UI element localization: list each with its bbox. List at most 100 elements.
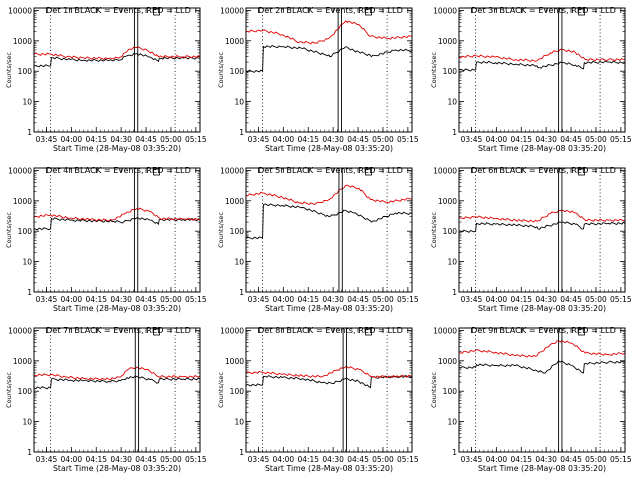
time-interval-box xyxy=(134,327,140,453)
small-square-marker xyxy=(153,328,160,336)
x-axis-label: Start Time (28-May-08 03:35:20) xyxy=(265,144,393,153)
x-tick-label: 04:00 xyxy=(486,295,508,304)
y-tick-label: 1 xyxy=(27,128,32,137)
lld-series-line xyxy=(458,340,626,358)
x-tick-label: 04:30 xyxy=(322,295,344,304)
y-tick-label: 10000 xyxy=(433,166,457,175)
x-tick-label: 05:00 xyxy=(160,295,182,304)
y-axis-label: Counts/sec xyxy=(430,372,438,408)
x-tick-label: 04:00 xyxy=(273,455,295,464)
y-tick-label: 1 xyxy=(239,128,244,137)
time-interval-box xyxy=(338,167,343,293)
y-tick-label: 1000 xyxy=(225,37,244,46)
y-tick-label: 100 xyxy=(230,387,245,396)
x-tick-label: 03:45 xyxy=(461,135,483,144)
lld-series-line xyxy=(458,48,626,63)
small-square-marker xyxy=(578,168,585,176)
y-tick-label: 100 xyxy=(230,67,245,76)
time-interval-box xyxy=(342,327,347,453)
x-tick-label: 04:45 xyxy=(560,135,582,144)
y-tick-label: 1000 xyxy=(225,357,244,366)
y-axis-label: Counts/sec xyxy=(217,212,225,248)
events-series-line xyxy=(245,44,413,73)
x-tick-label: 05:15 xyxy=(397,135,419,144)
x-tick-label: 04:30 xyxy=(110,295,132,304)
panel-title: Det 8r BLACK = Events, RED = LLD xyxy=(258,325,403,335)
x-tick-label: 04:15 xyxy=(85,295,107,304)
y-axis-label: Counts/sec xyxy=(5,52,13,88)
small-square-marker xyxy=(153,8,160,16)
x-tick-label: 04:45 xyxy=(135,455,157,464)
plot-frame xyxy=(458,167,626,293)
events-series-line xyxy=(458,60,626,72)
panel-title: Det 4r BLACK = Events, RED = LLD xyxy=(46,165,191,175)
y-tick-label: 1 xyxy=(239,448,244,457)
x-tick-label: 03:45 xyxy=(36,295,58,304)
y-tick-label: 10000 xyxy=(220,6,244,15)
x-axis-label: Start Time (28-May-08 03:35:20) xyxy=(265,304,393,313)
panel-title: Det 3r BLACK = Events, RED = LLD xyxy=(471,5,616,15)
panel-title: Det 5r BLACK = Events, RED = LLD xyxy=(258,165,403,175)
x-tick-label: 04:45 xyxy=(560,455,582,464)
x-tick-label: 03:45 xyxy=(36,135,58,144)
events-series-line xyxy=(245,203,413,240)
x-tick-label: 04:00 xyxy=(273,295,295,304)
panel-title: Det 7r BLACK = Events, RED = LLD xyxy=(46,325,191,335)
y-tick-label: 1000 xyxy=(13,357,32,366)
small-square-marker xyxy=(365,168,372,176)
x-tick-label: 04:00 xyxy=(61,135,83,144)
y-axis-label: Counts/sec xyxy=(430,52,438,88)
panel-title: Det 6r BLACK = Events, RED = LLD xyxy=(471,165,616,175)
events-series-line xyxy=(458,360,626,374)
panel-title: Det 1r BLACK = Events, RED = LLD xyxy=(46,5,191,15)
y-tick-label: 100 xyxy=(18,67,33,76)
x-tick-label: 05:15 xyxy=(185,295,207,304)
y-tick-label: 100 xyxy=(443,227,458,236)
x-axis-label: Start Time (28-May-08 03:35:20) xyxy=(478,144,606,153)
y-tick-label: 10 xyxy=(447,418,457,427)
y-tick-label: 10000 xyxy=(433,326,457,335)
x-tick-label: 05:15 xyxy=(185,455,207,464)
x-tick-label: 05:00 xyxy=(585,135,607,144)
time-interval-box xyxy=(133,167,139,293)
events-series-line xyxy=(245,375,413,389)
y-tick-label: 10000 xyxy=(8,166,32,175)
x-tick-label: 04:45 xyxy=(347,295,369,304)
y-tick-label: 10000 xyxy=(8,326,32,335)
x-tick-label: 03:45 xyxy=(461,455,483,464)
y-tick-label: 10 xyxy=(22,258,32,267)
x-tick-label: 04:30 xyxy=(535,295,557,304)
y-tick-label: 1000 xyxy=(13,37,32,46)
y-tick-label: 100 xyxy=(18,387,33,396)
plot-frame xyxy=(458,7,626,133)
y-axis-label: Counts/sec xyxy=(217,52,225,88)
y-tick-label: 10000 xyxy=(433,6,457,15)
x-tick-label: 04:00 xyxy=(61,455,83,464)
detector-panel-1: Det 1r BLACK = Events, RED = LLD 1 10 100 10… xyxy=(5,5,207,153)
y-axis-label: Counts/sec xyxy=(430,212,438,248)
y-tick-label: 1 xyxy=(452,448,457,457)
x-tick-label: 04:00 xyxy=(486,455,508,464)
detector-panel-3: Det 3r BLACK = Events, RED = LLD 1 10 100 10… xyxy=(430,5,632,153)
panel-title: Det 2r BLACK = Events, RED = LLD xyxy=(258,5,403,15)
lld-series-line xyxy=(33,207,201,222)
x-tick-label: 04:00 xyxy=(273,135,295,144)
x-tick-label: 04:30 xyxy=(110,135,132,144)
time-interval-box xyxy=(133,7,139,133)
x-tick-label: 04:30 xyxy=(535,455,557,464)
x-tick-label: 05:15 xyxy=(610,135,632,144)
x-tick-label: 04:15 xyxy=(297,295,319,304)
y-tick-label: 1 xyxy=(239,288,244,297)
small-square-marker xyxy=(365,328,372,336)
x-tick-label: 04:15 xyxy=(510,455,532,464)
x-tick-label: 05:00 xyxy=(585,455,607,464)
y-tick-label: 10 xyxy=(234,98,244,107)
y-tick-label: 1000 xyxy=(438,37,457,46)
x-tick-label: 04:30 xyxy=(322,135,344,144)
detector-panel-9: Det 9r BLACK = Events, RED = LLD 1 10 100 10… xyxy=(430,325,632,473)
x-axis-label: Start Time (28-May-08 03:35:20) xyxy=(53,464,181,473)
y-tick-label: 1 xyxy=(452,128,457,137)
y-tick-label: 1 xyxy=(27,448,32,457)
x-tick-label: 05:00 xyxy=(372,455,394,464)
